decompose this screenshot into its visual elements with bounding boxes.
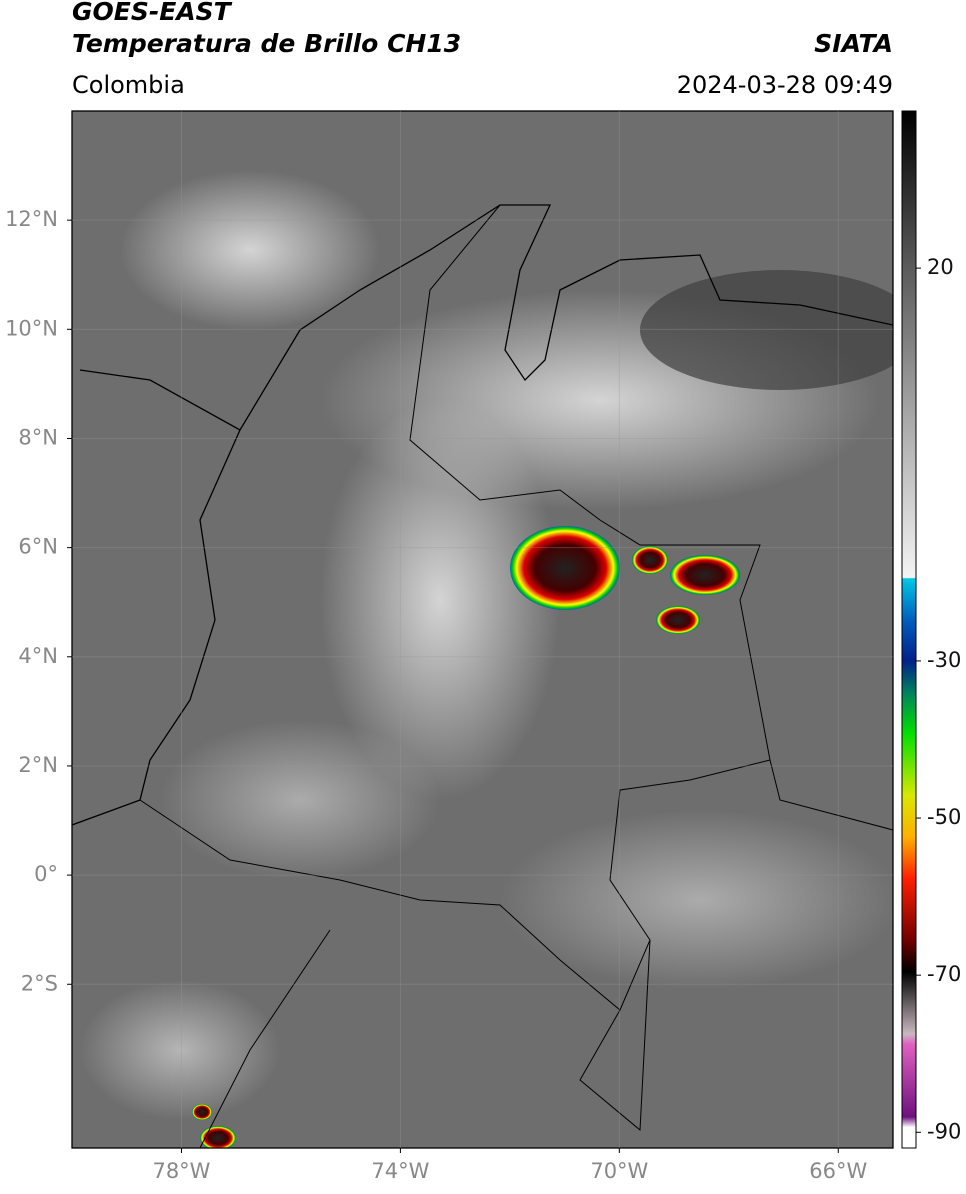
map-frame	[71, 110, 894, 1149]
title: GOES-EAST	[72, 0, 233, 26]
y-tick-label: 4°N	[18, 644, 58, 668]
y-tick-label: 6°N	[18, 535, 58, 559]
y-tick-label: 12°N	[5, 207, 58, 231]
x-tick-label: 70°W	[590, 1159, 648, 1183]
y-tick-label: 2°S	[21, 971, 58, 995]
map-image	[72, 111, 893, 1148]
colorbar-label: -30	[927, 648, 961, 672]
y-tick-label: 0°	[34, 862, 58, 886]
colorbar-label: -90	[927, 1119, 961, 1143]
colorbar-label: -50	[927, 805, 961, 829]
source: SIATA	[814, 29, 893, 58]
colorbar-label: -70	[927, 962, 961, 986]
y-tick-label: 8°N	[18, 425, 58, 449]
y-tick-label: 10°N	[5, 316, 58, 340]
timestamp: 2024-03-28 09:49	[677, 71, 893, 99]
x-tick-label: 66°W	[809, 1159, 867, 1183]
y-tick-label: 2°N	[18, 753, 58, 777]
colorbar-label: 20	[927, 255, 954, 279]
subtitle: Temperatura de Brillo CH13	[72, 29, 461, 58]
region: Colombia	[72, 71, 185, 99]
x-tick-label: 78°W	[152, 1159, 210, 1183]
colorbar	[901, 110, 917, 1149]
x-tick-label: 74°W	[371, 1159, 429, 1183]
